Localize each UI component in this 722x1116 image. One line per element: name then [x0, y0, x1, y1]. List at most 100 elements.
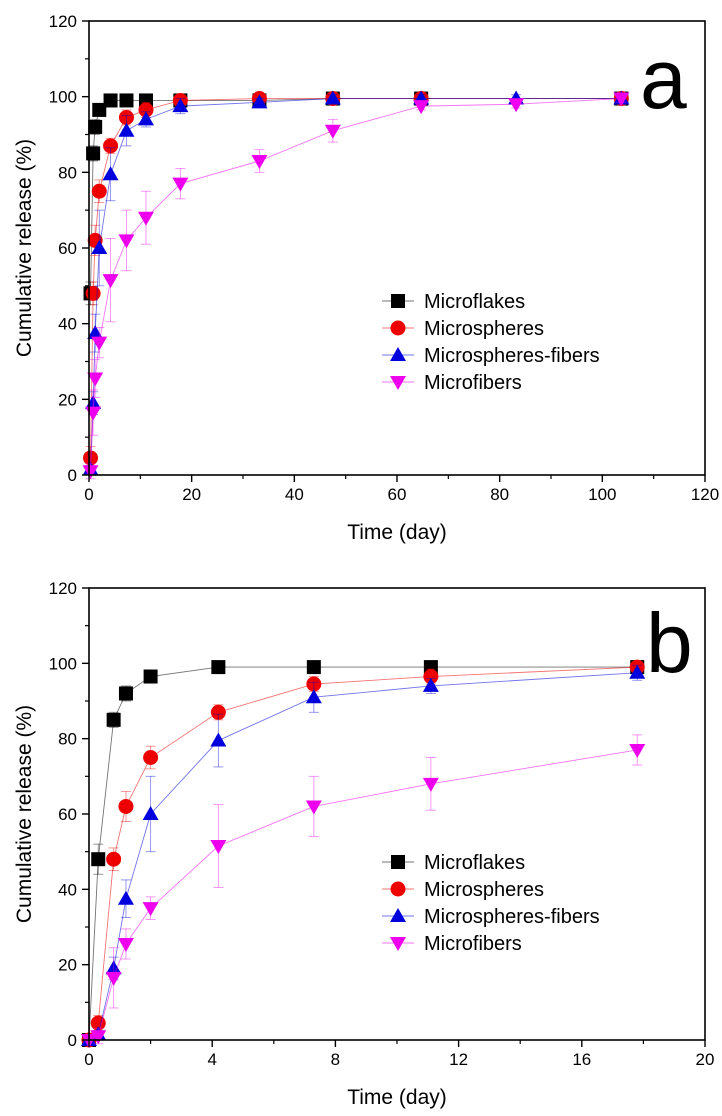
- data-point: [210, 840, 227, 855]
- x-tick-label: 4: [207, 1050, 216, 1069]
- data-point: [91, 852, 106, 867]
- data-point: [629, 664, 646, 679]
- data-point: [91, 183, 107, 199]
- data-point: [211, 660, 226, 675]
- y-tick-label: 120: [49, 579, 77, 598]
- legend-label: Microfibers: [424, 372, 522, 394]
- data-point: [210, 732, 227, 747]
- data-point: [413, 100, 430, 115]
- y-tick-label: 100: [49, 88, 77, 107]
- x-tick-label: 0: [84, 485, 93, 504]
- data-point: [92, 102, 107, 117]
- legend-item: Microspheres-fibers: [382, 345, 600, 367]
- series-line: [88, 672, 638, 1041]
- data-point: [305, 689, 322, 704]
- legend-marker: [391, 855, 405, 869]
- legend-label: Microspheres: [424, 318, 544, 340]
- data-point: [251, 154, 268, 169]
- y-tick-label: 100: [49, 654, 77, 673]
- panel-letter: a: [640, 32, 687, 126]
- y-tick-label: 120: [49, 12, 77, 31]
- series-line: [88, 666, 638, 1041]
- legend: Microflakes Microspheres Microspheres-fibe…: [382, 291, 600, 394]
- legend-label: Microspheres-fibers: [424, 906, 600, 928]
- series-microspheres: [83, 91, 629, 470]
- data-point: [90, 1030, 107, 1045]
- data-point: [118, 234, 135, 249]
- data-point: [88, 119, 103, 134]
- data-point: [629, 743, 646, 758]
- data-point: [142, 902, 159, 917]
- data-point: [423, 669, 439, 685]
- series-microspheres-fibers: [82, 90, 630, 476]
- data-point: [117, 937, 134, 952]
- data-point: [87, 325, 104, 340]
- panel-letter: b: [646, 596, 693, 690]
- series-line: [88, 666, 638, 1041]
- x-tick-label: 12: [449, 1050, 468, 1069]
- y-axis-label: Cumulative release (%): [13, 705, 36, 923]
- y-tick-label: 0: [68, 1031, 77, 1050]
- legend-item: Microflakes: [382, 291, 525, 313]
- x-axis-label: Time (day): [347, 1086, 447, 1109]
- data-point: [138, 102, 154, 118]
- data-point: [306, 660, 321, 675]
- data-point: [103, 93, 118, 108]
- data-point: [172, 177, 189, 192]
- x-tick-label: 60: [388, 485, 407, 504]
- data-point: [118, 798, 134, 814]
- data-point: [118, 109, 134, 125]
- plot-frame: [88, 587, 706, 1041]
- data-point: [251, 94, 268, 109]
- data-point: [85, 406, 102, 421]
- data-point: [91, 336, 108, 351]
- legend-marker: [390, 320, 406, 336]
- x-tick-label: 100: [588, 485, 616, 504]
- legend-label: Microflakes: [424, 291, 525, 313]
- data-point: [106, 851, 122, 867]
- chart-panel-a: 0 20 40 60 80 100 120 0 20 40 60 80 100 120 Time (day)…: [13, 12, 719, 544]
- data-point: [87, 372, 104, 387]
- data-point: [613, 92, 630, 107]
- data-point: [105, 971, 122, 986]
- x-tick-label: 0: [84, 1050, 93, 1069]
- data-point: [508, 98, 525, 113]
- data-point: [324, 90, 341, 105]
- series-line: [90, 98, 622, 458]
- data-point: [422, 677, 439, 692]
- data-point: [119, 93, 134, 108]
- data-point: [137, 111, 154, 126]
- x-tick-label: 80: [490, 485, 509, 504]
- x-tick-label: 20: [182, 485, 201, 504]
- legend-label: Microflakes: [424, 852, 525, 874]
- series-line: [90, 98, 622, 294]
- legend-marker: [391, 294, 405, 308]
- series-line: [90, 98, 622, 470]
- series-microflakes: [82, 660, 645, 1047]
- series-microfibers: [82, 92, 630, 480]
- x-tick-label: 40: [285, 485, 304, 504]
- data-point: [142, 806, 159, 820]
- legend: Microflakes Microspheres Microspheres-fibe…: [382, 852, 600, 955]
- data-point: [105, 960, 122, 975]
- data-point: [106, 712, 121, 727]
- data-point: [210, 704, 226, 720]
- data-point: [102, 166, 119, 181]
- legend-marker: [390, 347, 406, 361]
- legend-marker: [390, 376, 406, 390]
- y-tick-label: 40: [58, 880, 77, 899]
- series-microspheres: [81, 659, 645, 1048]
- legend-label: Microspheres-fibers: [424, 345, 600, 367]
- y-tick-label: 80: [58, 730, 77, 749]
- data-point: [102, 274, 119, 289]
- data-point: [117, 890, 134, 905]
- legend-label: Microspheres: [424, 879, 544, 901]
- x-tick-label: 8: [331, 1050, 340, 1069]
- legend-marker: [390, 937, 406, 951]
- y-tick-label: 60: [58, 239, 77, 258]
- x-tick-label: 20: [696, 1050, 715, 1069]
- chart-panel-b: 0 4 8 12 16 20 0 20 40 60 80 100 120 Time (day) Cumula…: [13, 579, 714, 1109]
- legend-item: Microfibers: [382, 372, 522, 394]
- y-axis-label: Cumulative release (%): [13, 139, 36, 357]
